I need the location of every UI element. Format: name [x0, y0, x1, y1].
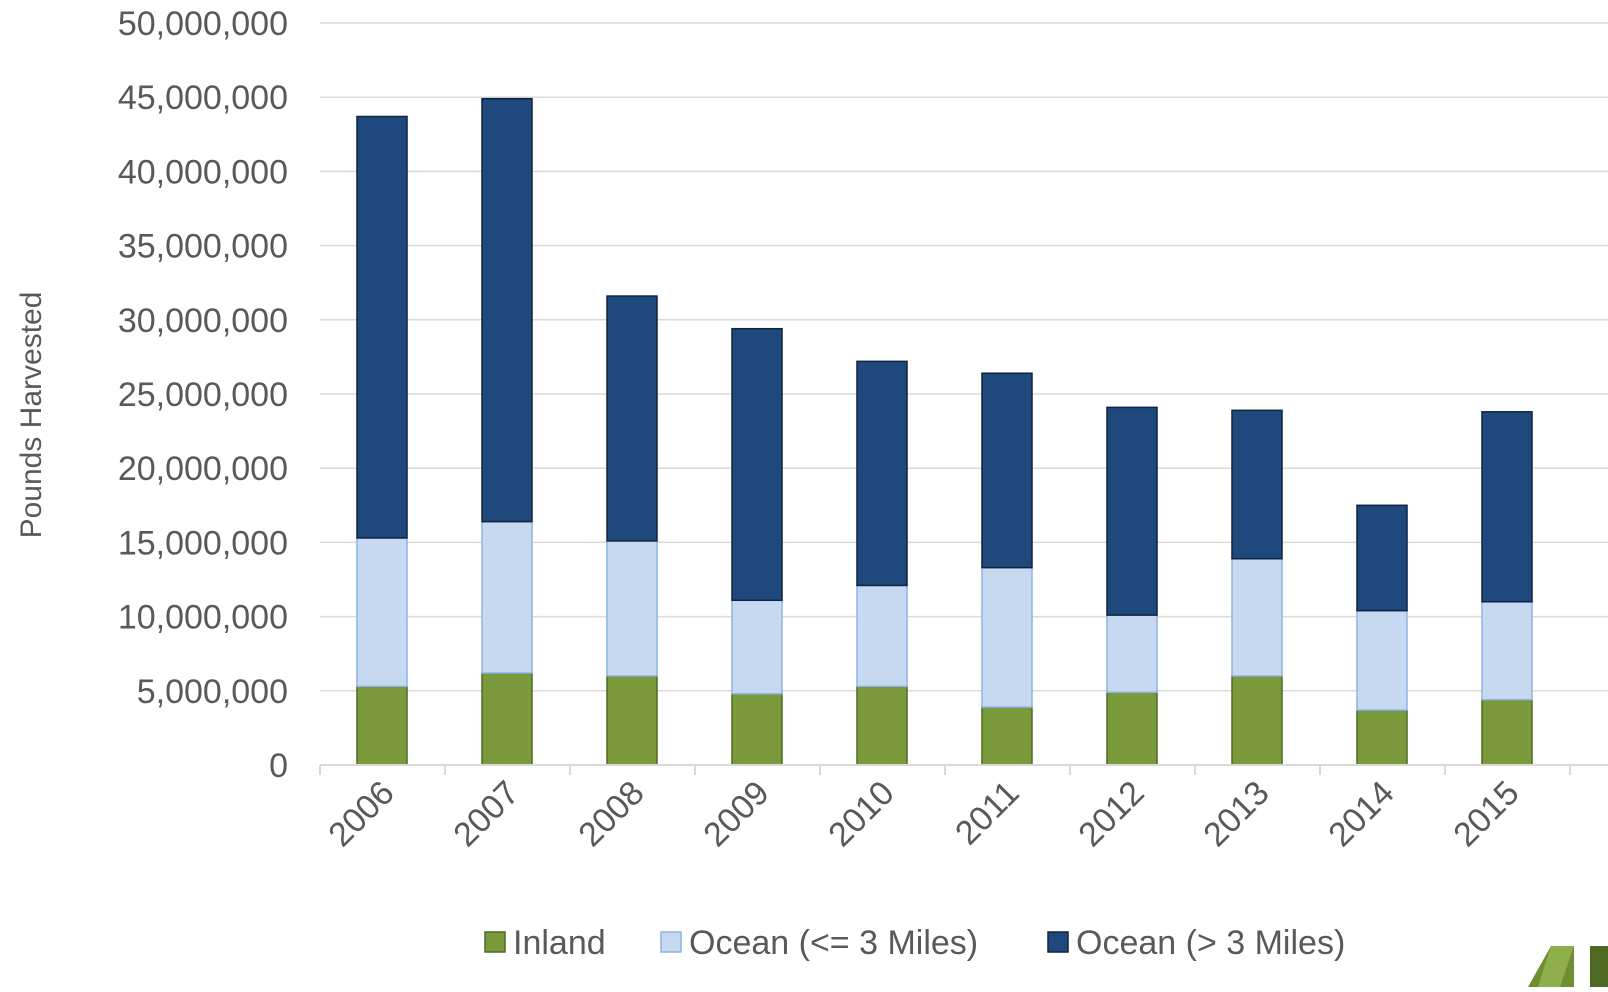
bar-2015-series-1	[1481, 601, 1533, 701]
bar-2008-series-1	[606, 540, 658, 677]
bar-2009-series-0	[731, 693, 783, 766]
bar-2010-series-1	[856, 584, 908, 688]
y-tick-label: 50,000,000	[118, 5, 288, 43]
x-tick-label: 2010	[821, 774, 901, 854]
logo-fragment	[1528, 946, 1608, 987]
x-tick-label: 2013	[1196, 774, 1276, 854]
y-tick-label: 20,000,000	[118, 450, 288, 488]
bar-2009-series-1	[731, 599, 783, 695]
bar-2009-series-2	[731, 327, 783, 602]
x-tick-label: 2009	[696, 774, 776, 854]
x-tick-label: 2006	[321, 774, 401, 854]
legend-swatch	[660, 931, 682, 953]
y-axis-ticks: 0 5,000,000 10,000,000 15,000,000 20,000,000…	[118, 5, 288, 785]
bar-2007-series-1	[481, 520, 533, 674]
bar-2014-series-1	[1356, 609, 1408, 711]
bar-2015-series-2	[1481, 411, 1533, 603]
y-tick-label: 25,000,000	[118, 376, 288, 414]
y-tick-label: 30,000,000	[118, 302, 288, 340]
legend: Inland Ocean (<= 3 Miles) Ocean (> 3 Miles…	[484, 924, 1345, 962]
bar-2013-series-0	[1231, 675, 1283, 766]
bar-2011-series-2	[981, 372, 1033, 569]
y-tick-label: 45,000,000	[118, 79, 288, 117]
bar-2008-series-0	[606, 675, 658, 766]
bar-2014-series-2	[1356, 504, 1408, 612]
bar-2013-series-2	[1231, 409, 1283, 560]
bar-2010-series-2	[856, 360, 908, 587]
bar-2015-series-0	[1481, 698, 1533, 766]
bar-2007-series-0	[481, 672, 533, 766]
bar-2006-series-2	[356, 115, 408, 539]
legend-swatch	[1047, 931, 1069, 953]
x-tick-label: 2007	[446, 774, 526, 854]
gridlines	[320, 22, 1608, 692]
x-axis	[319, 764, 1608, 775]
bar-2012-series-2	[1106, 406, 1158, 616]
y-tick-label: 5,000,000	[137, 673, 288, 711]
y-tick-label: 40,000,000	[118, 153, 288, 191]
y-tick-label: 15,000,000	[118, 524, 288, 562]
y-axis-label: Pounds Harvested	[15, 292, 48, 539]
bar-2011-series-1	[981, 566, 1033, 708]
bar-2011-series-0	[981, 706, 1033, 766]
y-tick-label: 0	[269, 747, 288, 785]
bar-2010-series-0	[856, 685, 908, 766]
legend-label: Ocean (> 3 Miles)	[1076, 924, 1345, 962]
bar-2006-series-1	[356, 537, 408, 688]
legend-label: Ocean (<= 3 Miles)	[689, 924, 978, 962]
x-tick-label: 2011	[948, 774, 1027, 853]
x-tick-label: 2014	[1321, 774, 1401, 854]
bar-2006-series-0	[356, 685, 408, 766]
bars	[356, 97, 1533, 766]
x-axis-ticks: 2006 2007 2008 2009 2010 2011 2012 2013 2014 2015	[321, 774, 1526, 854]
x-tick-label: 2012	[1071, 774, 1151, 854]
x-tick-label: 2008	[571, 774, 651, 854]
bar-2008-series-2	[606, 295, 658, 542]
legend-label: Inland	[513, 924, 606, 962]
y-tick-label: 10,000,000	[118, 599, 288, 637]
y-tick-label: 35,000,000	[118, 228, 288, 266]
x-tick-label: 2015	[1446, 774, 1526, 854]
bar-2007-series-2	[481, 97, 533, 523]
bar-2012-series-0	[1106, 691, 1158, 766]
bar-2013-series-1	[1231, 557, 1283, 677]
bar-2012-series-1	[1106, 614, 1158, 694]
legend-swatch	[484, 931, 506, 953]
bar-2014-series-0	[1356, 709, 1408, 766]
